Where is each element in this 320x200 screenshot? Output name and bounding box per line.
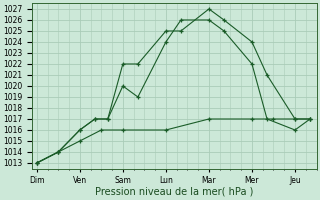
X-axis label: Pression niveau de la mer( hPa ): Pression niveau de la mer( hPa ): [95, 187, 254, 197]
